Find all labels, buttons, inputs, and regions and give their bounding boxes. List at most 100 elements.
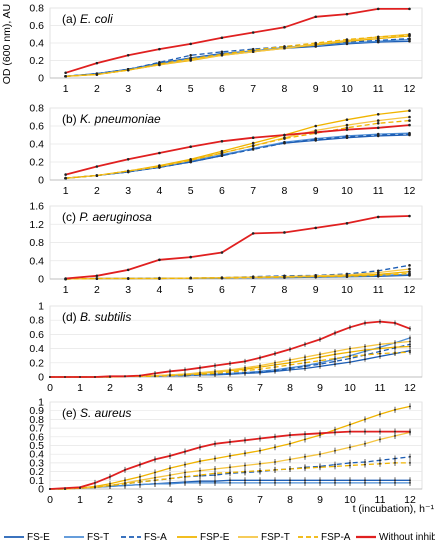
data-point bbox=[139, 463, 141, 466]
x-tick-label: 10 bbox=[341, 83, 353, 95]
data-point bbox=[349, 482, 351, 484]
data-point bbox=[314, 226, 318, 230]
data-point bbox=[214, 482, 216, 484]
data-point bbox=[304, 482, 306, 484]
data-point bbox=[334, 465, 336, 468]
chart-panel-0: 00.20.40.60.81 2 3 4 5 6 7 8 9 10 11 12(a) E. coli bbox=[29, 3, 423, 95]
y-tick-label: 0.7 bbox=[29, 423, 44, 435]
data-point bbox=[408, 115, 411, 119]
panel-title: (c) P. aeruginosa bbox=[62, 210, 152, 224]
legend-label: FSP-E bbox=[200, 532, 230, 543]
series-line bbox=[65, 272, 410, 280]
data-point bbox=[376, 113, 380, 116]
data-point bbox=[314, 124, 318, 128]
data-point bbox=[169, 467, 171, 470]
legend-item-fsp-t: FSP-T bbox=[238, 532, 290, 543]
data-point bbox=[199, 474, 201, 476]
data-point bbox=[394, 430, 396, 433]
panel-title: (b) K. pneumoniae bbox=[62, 112, 161, 126]
series-without-inhibitors bbox=[64, 123, 411, 176]
data-point bbox=[244, 452, 246, 455]
data-point bbox=[345, 38, 349, 41]
data-point bbox=[244, 366, 246, 369]
y-tick-label: 0.6 bbox=[29, 431, 44, 443]
data-point bbox=[169, 474, 171, 476]
y-tick-label: 0.4 bbox=[29, 449, 44, 461]
data-point bbox=[379, 459, 381, 462]
data-point bbox=[364, 430, 366, 433]
data-point bbox=[274, 461, 276, 463]
data-point bbox=[319, 356, 321, 359]
data-point bbox=[379, 462, 381, 465]
y-tick-label: 0.5 bbox=[29, 440, 44, 452]
data-point bbox=[139, 481, 141, 483]
data-point bbox=[251, 276, 255, 279]
data-point bbox=[409, 430, 411, 433]
data-point bbox=[64, 277, 67, 280]
data-point bbox=[319, 432, 321, 435]
data-point bbox=[408, 33, 411, 37]
data-point bbox=[169, 370, 171, 373]
x-tick-label: 11 bbox=[373, 185, 384, 197]
data-point bbox=[251, 136, 255, 139]
y-tick-label: 0 bbox=[38, 484, 44, 496]
data-point bbox=[379, 347, 381, 350]
data-point bbox=[379, 343, 381, 346]
data-point bbox=[376, 35, 380, 39]
y-tick-label: 1 bbox=[38, 397, 44, 409]
data-point bbox=[349, 351, 351, 354]
data-point bbox=[319, 353, 321, 356]
data-point bbox=[364, 354, 366, 356]
data-point bbox=[289, 458, 291, 461]
y-tick-label: 0.4 bbox=[29, 343, 44, 355]
legend-label: Without inhibitors bbox=[379, 532, 435, 543]
data-point bbox=[274, 435, 276, 438]
data-point bbox=[199, 366, 201, 369]
data-point bbox=[376, 215, 380, 219]
data-point bbox=[154, 482, 156, 485]
legend: FS-E FS-T FS-A FSP-E FSP-T FSP-A Without inhib… bbox=[4, 532, 435, 543]
data-point bbox=[334, 363, 336, 366]
data-point bbox=[95, 174, 99, 177]
data-point bbox=[251, 148, 255, 151]
chart-panel-4: 00.10.20.30.40.50.60.70.80.910 1 2 3 4 5 6 7 8 9 1… bbox=[29, 397, 423, 506]
x-tick-label: 6 bbox=[227, 382, 233, 394]
data-point bbox=[364, 345, 366, 348]
x-tick-label: 6 bbox=[219, 83, 225, 95]
data-point bbox=[394, 342, 396, 344]
y-tick-label: 0.8 bbox=[29, 237, 44, 249]
x-tick-label: 9 bbox=[317, 382, 323, 394]
data-point bbox=[95, 277, 99, 280]
x-tick-label: 10 bbox=[344, 494, 356, 506]
x-tick-label: 3 bbox=[125, 284, 131, 296]
data-point bbox=[274, 446, 276, 449]
x-tick-label: 9 bbox=[313, 83, 319, 95]
data-point bbox=[379, 413, 381, 416]
data-point bbox=[289, 367, 291, 370]
data-point bbox=[244, 482, 246, 484]
data-point bbox=[304, 455, 306, 458]
data-point bbox=[314, 15, 318, 19]
panel-title-organism: S. aureus bbox=[80, 406, 131, 420]
legend-item-fs-t: FS-T bbox=[64, 532, 109, 543]
legend-item-fsp-e: FSP-E bbox=[177, 532, 230, 543]
x-tick-label: 4 bbox=[167, 382, 173, 394]
x-tick-label: 11 bbox=[375, 494, 386, 506]
data-point bbox=[139, 374, 141, 377]
x-tick-label: 9 bbox=[317, 494, 323, 506]
data-point bbox=[283, 275, 286, 279]
data-point bbox=[274, 366, 276, 368]
data-point bbox=[314, 131, 318, 134]
data-point bbox=[409, 455, 411, 458]
data-point bbox=[274, 468, 276, 471]
series-line bbox=[65, 215, 410, 280]
legend-item-without-inhibitors: Without inhibitors bbox=[356, 532, 435, 543]
data-point bbox=[376, 274, 380, 277]
x-tick-label: 11 bbox=[373, 83, 384, 95]
data-point bbox=[304, 356, 306, 359]
y-tick-label: 0 bbox=[38, 73, 44, 85]
series-fsp-a bbox=[49, 459, 411, 490]
data-point bbox=[376, 271, 380, 274]
data-point bbox=[289, 468, 291, 470]
data-point bbox=[169, 482, 171, 485]
